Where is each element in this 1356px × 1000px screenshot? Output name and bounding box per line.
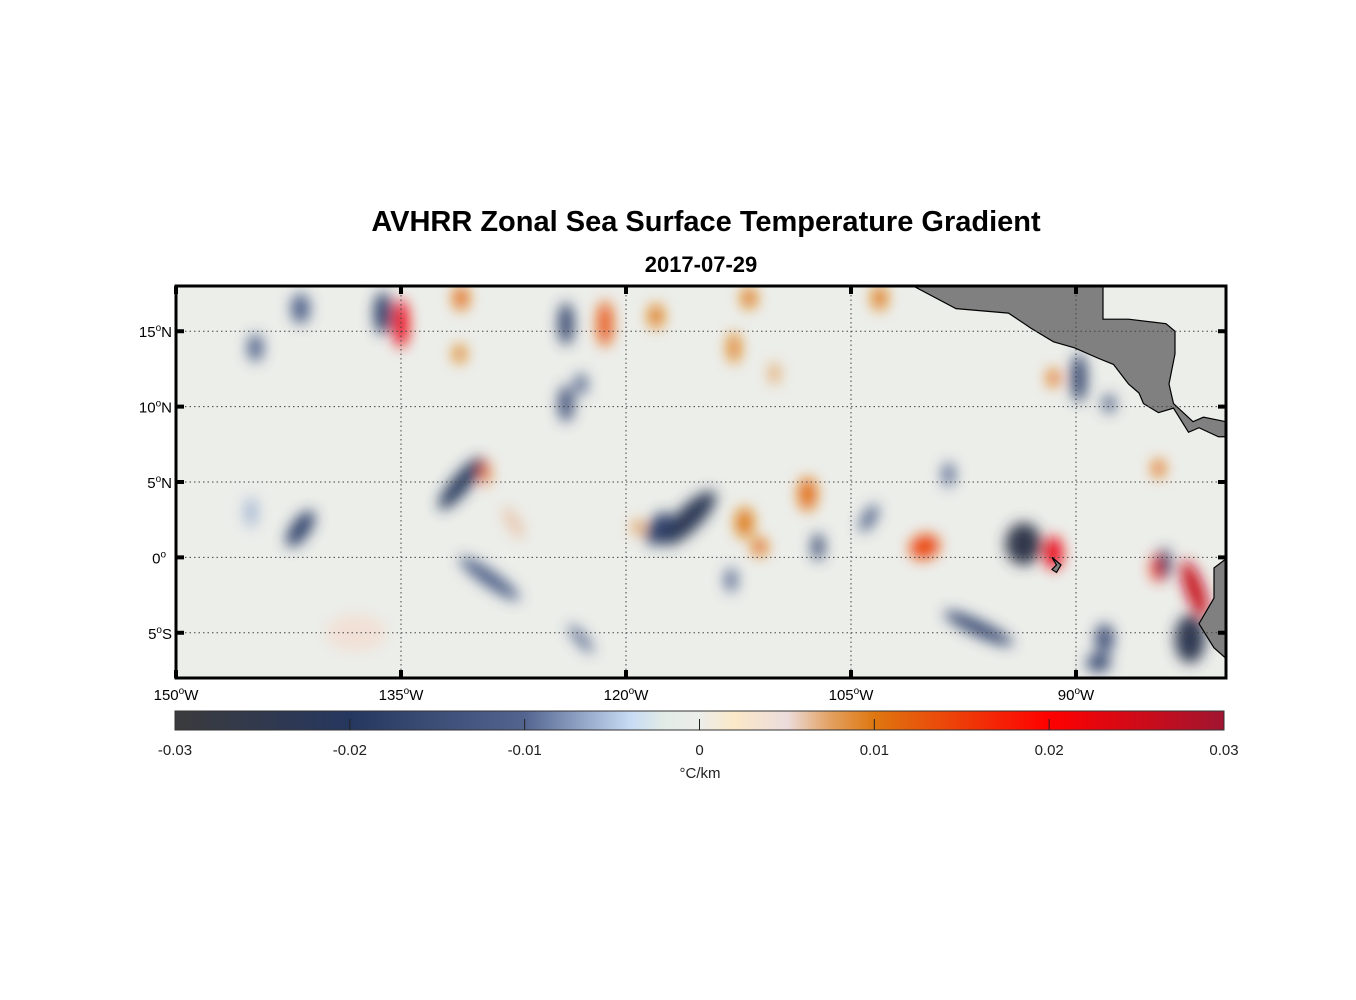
warm-gradient-feature xyxy=(1181,560,1208,618)
cold-gradient-feature xyxy=(568,624,594,653)
cold-gradient-feature xyxy=(1175,614,1205,663)
longitude-tick-label: 120oW xyxy=(604,686,650,704)
cold-gradient-feature xyxy=(291,293,310,324)
warm-gradient-feature xyxy=(480,460,490,486)
cold-gradient-feature xyxy=(374,292,392,335)
colorbar-tick-label: -0.03 xyxy=(158,742,192,759)
cold-gradient-feature xyxy=(942,462,955,487)
latitude-tick-label: 5oN xyxy=(147,474,172,492)
colorbar-tick-label: 0.03 xyxy=(1209,742,1238,759)
longitude-tick-label: 150oW xyxy=(154,686,200,704)
cold-gradient-feature xyxy=(438,457,484,510)
cold-gradient-feature xyxy=(286,510,315,547)
cold-gradient-feature xyxy=(859,504,879,532)
chart-subtitle: 2017-07-29 xyxy=(644,252,758,277)
cold-gradient-feature xyxy=(245,497,257,528)
latitude-tick-label: 15oN xyxy=(139,323,172,341)
warm-gradient-feature xyxy=(1044,536,1063,570)
cold-gradient-feature xyxy=(725,567,737,593)
cold-gradient-feature xyxy=(812,533,824,561)
warm-gradient-feature xyxy=(741,287,757,309)
longitude-tick-label: 105oW xyxy=(829,686,875,704)
warm-gradient-feature xyxy=(752,537,767,556)
warm-gradient-feature xyxy=(735,507,754,538)
cold-gradient-feature xyxy=(944,610,1013,646)
cold-gradient-feature xyxy=(646,512,672,546)
warm-gradient-feature xyxy=(648,304,664,329)
ocean-background xyxy=(176,286,1226,678)
colorbar-label: °C/km xyxy=(680,765,721,782)
colorbar-tick-label: -0.01 xyxy=(508,742,542,759)
warm-gradient-feature xyxy=(453,286,469,311)
latitude-tick-label: 0o xyxy=(152,549,166,567)
warm-gradient-feature xyxy=(453,344,466,363)
cold-gradient-feature xyxy=(1086,653,1111,672)
cold-gradient-feature xyxy=(1071,353,1087,403)
latitude-tick-label: 10oN xyxy=(139,399,172,417)
cold-gradient-feature xyxy=(1095,623,1114,654)
warm-gradient-feature xyxy=(1152,459,1165,478)
cold-gradient-feature xyxy=(248,334,263,362)
cold-gradient-feature xyxy=(1158,548,1171,579)
cold-gradient-feature xyxy=(1005,522,1042,565)
cold-gradient-feature xyxy=(662,491,716,546)
warm-gradient-feature xyxy=(728,332,740,363)
colorbar-tick-label: -0.02 xyxy=(333,742,367,759)
cold-gradient-feature xyxy=(575,373,587,395)
warm-gradient-feature xyxy=(909,534,940,560)
warm-gradient-feature xyxy=(770,362,779,385)
chart-title: AVHRR Zonal Sea Surface Temperature Grad… xyxy=(371,206,1041,238)
warm-gradient-feature xyxy=(798,477,817,511)
colorbar-tick-label: 0.02 xyxy=(1035,742,1064,759)
longitude-tick-label: 90oW xyxy=(1058,686,1095,704)
latitude-tick-label: 5oS xyxy=(148,625,172,643)
warm-gradient-feature xyxy=(632,519,644,535)
longitude-tick-label: 135oW xyxy=(379,686,425,704)
warm-gradient-feature xyxy=(597,301,613,347)
colorbar-tick-label: 0.01 xyxy=(860,742,889,759)
warm-gradient-feature xyxy=(503,506,524,539)
cold-gradient-feature xyxy=(558,302,574,345)
cold-gradient-feature xyxy=(459,556,520,601)
warm-gradient-feature xyxy=(393,299,409,348)
cold-gradient-feature xyxy=(558,385,574,422)
warm-gradient-feature xyxy=(872,286,887,311)
colorbar-tick-label: 0 xyxy=(695,742,703,759)
galapagos-island xyxy=(1051,556,1062,574)
warm-gradient-feature xyxy=(1047,368,1060,388)
central-america-landmass xyxy=(911,286,1226,438)
cold-gradient-feature xyxy=(1103,394,1115,413)
